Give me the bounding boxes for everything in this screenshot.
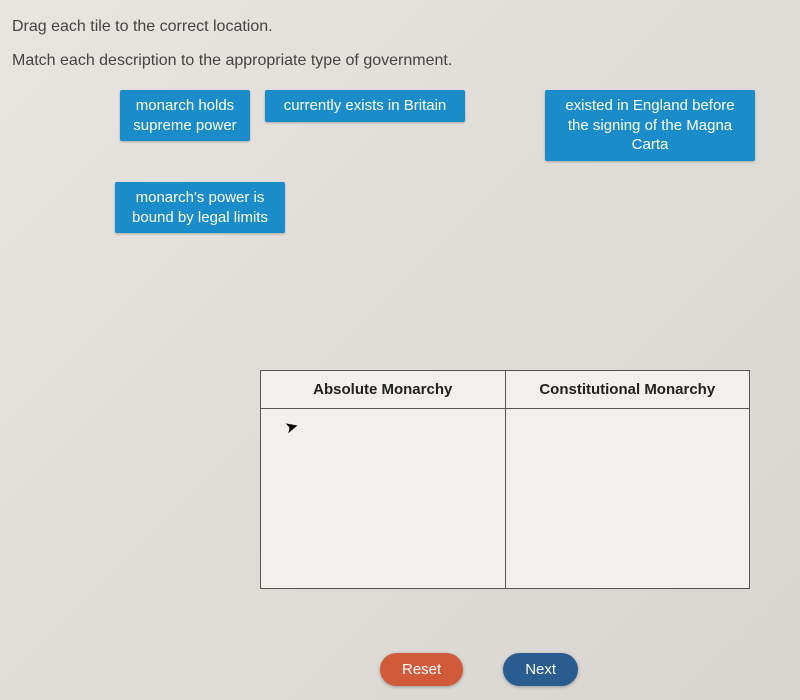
drop-table-container: Absolute Monarchy Constitutional Monarch… (260, 370, 750, 589)
tile-britain[interactable]: currently exists in Britain (265, 90, 465, 122)
instruction-line-1: Drag each tile to the correct location. (0, 0, 800, 42)
button-bar: Reset Next (380, 653, 578, 686)
next-button[interactable]: Next (503, 653, 578, 686)
tile-legal-limits[interactable]: monarch's power is bound by legal limits (115, 182, 285, 233)
tiles-area: monarch holds supreme power currently ex… (0, 90, 800, 310)
drop-zone-absolute[interactable]: ➤ (261, 409, 506, 589)
drop-zone-constitutional[interactable] (505, 409, 750, 589)
tile-monarch-supreme[interactable]: monarch holds supreme power (120, 90, 250, 141)
reset-button[interactable]: Reset (380, 653, 463, 686)
tile-magna-carta[interactable]: existed in England before the signing of… (545, 90, 755, 161)
cursor-icon: ➤ (283, 416, 301, 439)
instruction-line-2: Match each description to the appropriat… (0, 42, 800, 90)
drop-table: Absolute Monarchy Constitutional Monarch… (260, 370, 750, 589)
column-header-constitutional: Constitutional Monarchy (505, 371, 750, 409)
column-header-absolute: Absolute Monarchy (261, 371, 506, 409)
